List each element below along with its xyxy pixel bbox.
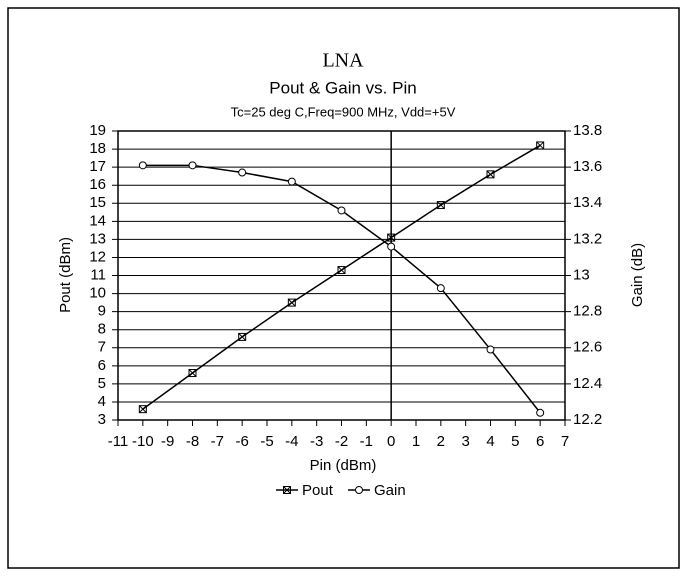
x-tick-label: -6 <box>235 433 248 450</box>
x-tick-label: 5 <box>511 433 519 450</box>
x-tick-label: -1 <box>360 433 373 450</box>
marker <box>337 206 346 215</box>
y-tick-label: 3 <box>98 411 106 428</box>
y-tick-label: 12 <box>89 248 106 265</box>
marker <box>536 408 545 417</box>
marker <box>138 405 147 414</box>
x-tick-label: 3 <box>461 433 469 450</box>
y-tick-label: 13 <box>89 230 106 247</box>
y2-tick-label: 13.8 <box>573 122 602 139</box>
chart-title: LNA <box>322 50 364 72</box>
x-axis-label: Pin (dBm) <box>310 457 377 474</box>
marker <box>188 369 197 378</box>
x-tick-label: -8 <box>186 433 199 450</box>
legend-label: Gain <box>374 482 406 499</box>
legend-label: Pout <box>302 482 334 499</box>
y2-tick-label: 12.4 <box>573 375 602 392</box>
marker <box>486 345 495 354</box>
y-tick-label: 11 <box>90 266 106 283</box>
x-tick-label: 7 <box>561 433 569 450</box>
y2-tick-label: 12.2 <box>573 411 602 428</box>
marker <box>486 170 495 179</box>
x-tick-label: -2 <box>335 433 348 450</box>
chart-subtitle: Pout & Gain vs. Pin <box>269 78 416 97</box>
y-tick-label: 14 <box>89 212 106 229</box>
y-axis-label: Pout (dBm) <box>57 237 74 313</box>
y-tick-label: 8 <box>98 321 106 338</box>
y2-axis-label: Gain (dB) <box>629 243 646 307</box>
y-tick-label: 10 <box>89 285 106 302</box>
annotation: Tc=25 deg C,Freq=900 MHz, Vdd=+5V <box>231 104 456 119</box>
x-tick-label: 2 <box>437 433 445 450</box>
x-tick-label: -3 <box>310 433 323 450</box>
x-tick-label: 6 <box>536 433 544 450</box>
marker <box>436 201 445 210</box>
x-tick-label: -7 <box>211 433 224 450</box>
x-tick-label: -4 <box>285 433 298 450</box>
plot-border <box>117 130 566 421</box>
y-tick-label: 4 <box>98 393 106 410</box>
x-tick-label: -5 <box>260 433 273 450</box>
y-tick-label: 6 <box>98 357 106 374</box>
y-tick-label: 19 <box>89 122 106 139</box>
y2-tick-label: 13.2 <box>573 230 602 247</box>
x-tick-label: 0 <box>387 433 395 450</box>
x-tick-label: -9 <box>161 433 174 450</box>
y-tick-label: 16 <box>89 176 106 193</box>
y-tick-label: 18 <box>89 140 106 157</box>
marker <box>337 266 346 275</box>
y-tick-label: 5 <box>98 375 106 392</box>
marker <box>238 168 247 177</box>
y-tick-label: 7 <box>98 339 106 356</box>
y2-tick-label: 12.8 <box>573 303 602 320</box>
marker <box>436 284 445 293</box>
marker <box>536 141 545 150</box>
y-tick-label: 17 <box>89 158 106 175</box>
legend-marker <box>283 486 291 494</box>
marker <box>238 332 247 341</box>
marker <box>188 161 197 170</box>
marker <box>387 242 396 251</box>
x-tick-label: 1 <box>412 433 420 450</box>
marker <box>387 233 396 242</box>
marker <box>287 298 296 307</box>
marker <box>287 177 296 186</box>
marker <box>138 161 147 170</box>
x-tick-label: 4 <box>486 433 494 450</box>
y2-tick-label: 13 <box>573 266 590 283</box>
y2-tick-label: 13.4 <box>573 194 602 211</box>
y-tick-label: 15 <box>89 194 106 211</box>
x-tick-label: -11 <box>108 433 129 450</box>
frame <box>7 7 680 569</box>
x-tick-label: -10 <box>132 433 154 450</box>
y2-tick-label: 13.6 <box>573 158 602 175</box>
y2-tick-label: 12.6 <box>573 339 602 356</box>
y-tick-label: 9 <box>98 303 106 320</box>
legend-marker <box>355 486 363 494</box>
